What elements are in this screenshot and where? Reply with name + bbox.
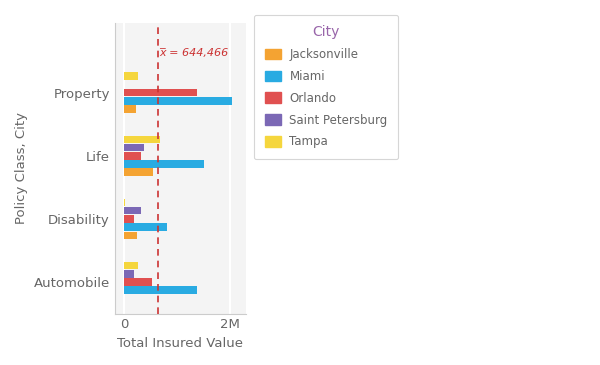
Bar — [124, 287, 197, 294]
Bar — [124, 262, 139, 269]
Legend: Jacksonville, Miami, Orlando, Saint Petersburg, Tampa: Jacksonville, Miami, Orlando, Saint Pete… — [254, 15, 398, 159]
X-axis label: Total Insured Value: Total Insured Value — [117, 337, 243, 350]
Bar — [124, 160, 205, 168]
Bar — [124, 89, 197, 96]
Bar — [124, 97, 232, 105]
Bar — [124, 105, 136, 113]
Bar — [124, 199, 125, 206]
Bar — [124, 278, 152, 286]
Bar — [124, 135, 160, 143]
Bar — [124, 168, 153, 176]
Bar — [124, 152, 141, 160]
Bar — [124, 270, 134, 277]
Bar — [124, 223, 167, 231]
Bar — [124, 207, 140, 215]
Bar — [124, 215, 134, 223]
Y-axis label: Policy Class, City: Policy Class, City — [15, 112, 28, 224]
Bar — [124, 72, 139, 80]
Bar — [124, 231, 137, 239]
Bar — [124, 144, 143, 151]
Text: x̅ = 644,466: x̅ = 644,466 — [159, 49, 228, 58]
